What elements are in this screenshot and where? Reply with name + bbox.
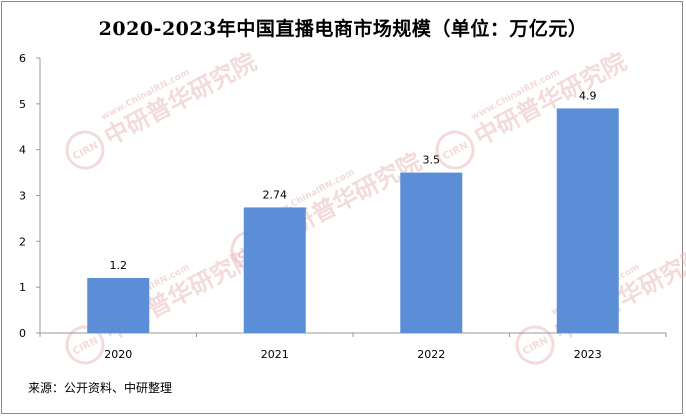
svg-text:中研普华研究院: 中研普华研究院 xyxy=(100,48,261,152)
y-tick-label: 4 xyxy=(19,144,26,157)
y-tick-label: 5 xyxy=(19,98,26,111)
x-tick-label: 2020 xyxy=(104,348,132,361)
bar-series xyxy=(87,108,619,334)
y-tick-label: 2 xyxy=(19,235,26,248)
y-tick-label: 1 xyxy=(19,281,26,294)
bar xyxy=(400,172,463,333)
svg-text:CIRN: CIRN xyxy=(71,335,100,357)
y-tick-label: 3 xyxy=(19,190,26,203)
data-label: 4.9 xyxy=(579,89,597,102)
svg-text:CIRN: CIRN xyxy=(521,335,550,357)
y-axis-ticks: 0 1 2 3 4 5 6 xyxy=(19,52,40,340)
x-tick-label: 2021 xyxy=(261,348,289,361)
svg-text:CIRN: CIRN xyxy=(71,140,100,162)
chart-title: 2020-2023年中国直播电商市场规模（单位：万亿元） xyxy=(98,18,588,40)
x-tick-label: 2022 xyxy=(417,348,445,361)
bar xyxy=(556,108,619,334)
x-axis-ticks: 2020 2021 2022 2023 xyxy=(39,333,667,361)
source-note: 来源：公开资料、中研整理 xyxy=(28,381,173,395)
data-label: 1.2 xyxy=(110,259,128,272)
bar xyxy=(243,207,306,333)
y-tick-label: 0 xyxy=(19,327,26,340)
x-tick-label: 2023 xyxy=(574,348,602,361)
bar xyxy=(87,278,150,333)
svg-text:CIRN: CIRN xyxy=(441,140,470,162)
data-labels: 1.2 2.74 3.5 4.9 xyxy=(110,89,597,272)
data-label: 3.5 xyxy=(423,154,441,167)
data-label: 2.74 xyxy=(263,188,288,201)
y-tick-label: 6 xyxy=(19,52,26,65)
